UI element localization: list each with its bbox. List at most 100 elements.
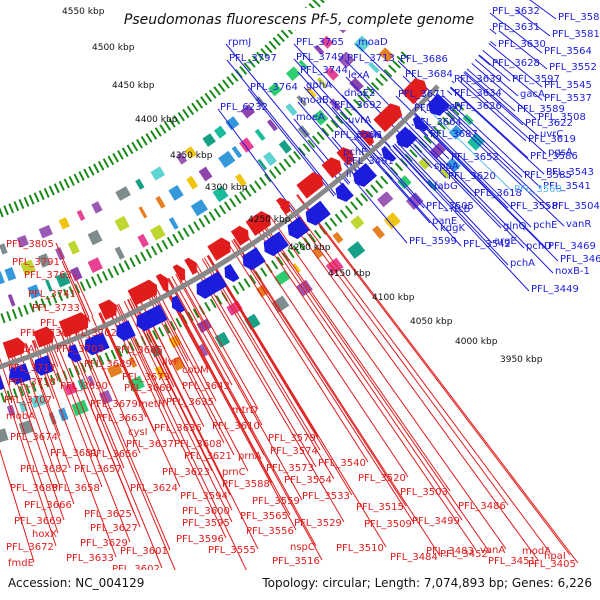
reverse-gene-arrow [373, 103, 403, 133]
reverse-gene-label: PFL_3596 [176, 534, 224, 545]
forward-gene-label: PFL_3541 [543, 181, 591, 192]
reverse-callout-line [131, 296, 259, 550]
feature-band-block [107, 363, 123, 378]
reverse-gene-arrow [155, 273, 169, 291]
forward-callout-line [396, 141, 493, 244]
tick-dash [145, 248, 153, 259]
feature-band-block [168, 217, 179, 230]
forward-gene-label: PFL_3537 [544, 93, 592, 104]
forward-gene-arrow [287, 216, 310, 240]
reverse-gene-label: PFL_3791 [12, 257, 60, 268]
reverse-gene-label: PFL_3633 [66, 553, 114, 564]
reverse-callout-line [231, 240, 415, 524]
tick-dash [260, 48, 269, 57]
tick-dash [312, 135, 320, 145]
title-backdrop [120, 8, 478, 30]
reverse-gene-label: vanA [480, 545, 505, 556]
feature-band-block [63, 382, 78, 396]
reverse-gene-arrow [321, 157, 342, 179]
forward-callout-line [420, 117, 532, 228]
forward-gene-label: PFL_3622 [525, 118, 573, 129]
tick-dash [186, 105, 195, 116]
reverse-callout-line [0, 448, 35, 563]
forward-callout-line [435, 102, 565, 227]
reverse-gene-label: PFL_3625 [84, 509, 132, 520]
tick-dash [118, 262, 125, 273]
forward-gene-label: PFL_3619 [528, 134, 576, 145]
forward-gene-label: pgsA [548, 147, 573, 158]
tick-dash [134, 254, 142, 265]
tick-dash [264, 173, 272, 183]
forward-gene-label: PFL_3586 [530, 151, 578, 162]
forward-gene-label: argE [494, 236, 517, 247]
genome-summary: Topology: circular; Length: 7,074,893 bp… [261, 576, 592, 590]
tick-dash [215, 295, 223, 305]
forward-callout-line [449, 87, 545, 175]
tick-dash [43, 377, 50, 388]
tick-dash [96, 273, 103, 284]
forward-callout-line [464, 71, 539, 137]
feature-band-block [263, 151, 277, 166]
feature-band-block [212, 185, 229, 203]
genome-backbone [0, 84, 440, 370]
reverse-callout-line [168, 277, 317, 547]
feature-band-block [445, 157, 461, 173]
forward-callout-line [418, 120, 547, 249]
tick-dash [0, 207, 4, 218]
feature-band-block [70, 266, 83, 282]
reverse-gene-label: PFL_3509 [364, 519, 412, 530]
tick-dash [136, 138, 143, 149]
tick-dash [383, 68, 393, 78]
reverse-callout-line [280, 206, 539, 561]
reverse-gene-label: PFL_3601 [120, 546, 168, 557]
tick-dash [388, 64, 397, 73]
reverse-callout-line [257, 222, 463, 521]
feature-band-block [138, 206, 148, 219]
feature-band-block [377, 191, 394, 208]
reverse-callout-line [127, 298, 233, 511]
reverse-gene-arrow [98, 299, 117, 320]
reverse-callout-line [98, 312, 147, 418]
reverse-gene-label: mobA [6, 411, 35, 422]
feature-band-block [37, 253, 51, 268]
tick-dash [93, 163, 100, 174]
tick-dash [0, 313, 6, 324]
reverse-gene-label: PFL_3674 [10, 432, 58, 443]
reverse-callout-line [171, 276, 233, 386]
tick-dash [145, 133, 153, 143]
forward-gene-label: lexA [348, 70, 370, 81]
feature-band-block [150, 166, 166, 181]
tick-dash [224, 201, 232, 211]
forward-callout-line [529, 0, 557, 20]
reverse-gene-label: PFL_3707 [4, 395, 52, 406]
reverse-gene-label: PFL_3681 [50, 448, 98, 459]
forward-callout-line [392, 145, 433, 189]
feature-band-block [202, 133, 216, 147]
forward-gene-label: PFL_3506 [334, 130, 382, 141]
feature-band-block [76, 209, 86, 221]
forward-gene-label: PFL_3491 [346, 156, 394, 167]
tick-dash [229, 197, 237, 208]
feature-band-block [20, 259, 36, 275]
tick-dash [362, 90, 371, 100]
forward-callout-line [408, 129, 525, 249]
footer-backdrop [0, 570, 600, 600]
forward-gene-label: ilvB-1 [346, 169, 374, 180]
tick-dash [451, 107, 460, 116]
tick-dash [247, 58, 256, 68]
forward-callout-line [459, 76, 547, 155]
forward-gene-label: PFL_3449 [531, 284, 579, 295]
forward-callout-line [482, 50, 543, 101]
reverse-gene-label: PFL_3690 [60, 381, 108, 392]
reverse-gene-label: PFL_3594 [180, 491, 228, 502]
reverse-callout-line [244, 231, 409, 478]
forward-callout-line [303, 86, 373, 165]
tick-dash [49, 374, 56, 385]
feature-band-block [27, 284, 41, 300]
tick-dash [409, 149, 418, 158]
forward-callout-line [345, 76, 403, 137]
tick-dash [259, 176, 267, 187]
tick-dash [339, 111, 348, 121]
tick-dash [209, 298, 217, 309]
